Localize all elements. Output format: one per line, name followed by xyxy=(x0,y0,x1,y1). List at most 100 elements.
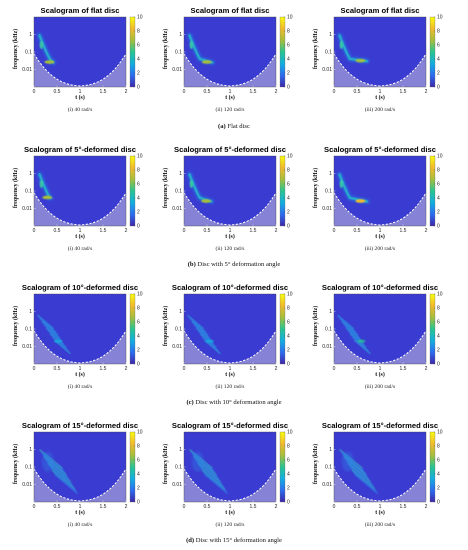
cone-of-influence xyxy=(334,192,426,226)
x-tick-label: 1 xyxy=(79,366,82,372)
x-tick-label: 2 xyxy=(425,89,428,95)
colorbar-tick-label: 8 xyxy=(437,306,440,312)
energy-streak xyxy=(341,321,359,336)
energy-streak xyxy=(345,327,363,342)
scalogram-panel: Scalogram of 5°-deformed disc 0 0.5 1 1.5 2 t … xyxy=(12,145,143,252)
energy-peak xyxy=(355,58,366,63)
y-tick-label: 1 xyxy=(29,171,32,177)
plot-area xyxy=(34,432,126,502)
colorbar-tick-label: 4 xyxy=(287,196,290,202)
y-tick-label: 1 xyxy=(29,447,32,453)
y-axis-label: frequency (kHz) xyxy=(12,168,19,208)
colorbar xyxy=(129,431,136,503)
x-tick-label: 2 xyxy=(125,228,128,234)
panel-title: Scalogram of 15°-deformed disc xyxy=(22,421,138,430)
x-tick-label: 2 xyxy=(125,366,128,372)
x-tick-label: 0.5 xyxy=(354,504,361,510)
colorbar-tick-label: 2 xyxy=(137,348,140,354)
panel-sublabel: (ii) 120 rad/s xyxy=(216,106,245,113)
panel-sublabel: (ii) 120 rad/s xyxy=(216,245,245,252)
colorbar-tick-label: 8 xyxy=(437,168,440,174)
colorbar-tick-label: 10 xyxy=(437,154,443,160)
x-axis-label: t (s) xyxy=(225,371,235,378)
x-tick-label: 1 xyxy=(79,504,82,510)
x-tick-label: 1 xyxy=(79,89,82,95)
colorbar-tick-label: 6 xyxy=(287,182,290,188)
colorbar-tick-label: 8 xyxy=(137,306,140,312)
row-caption-text: Flat disc xyxy=(226,123,250,130)
x-tick-label: 1.5 xyxy=(400,504,407,510)
scalogram-panel: Scalogram of 5°-deformed disc 0 0.5 1 1.5 2 t … xyxy=(162,145,293,252)
panel-title: Scalogram of 10°-deformed disc xyxy=(322,283,438,292)
scalogram-panel: Scalogram of 15°-deformed disc 0 0.5 1 1.5 2 t… xyxy=(312,421,443,528)
panel-sublabel: (i) 40 rad/s xyxy=(68,383,93,390)
energy-onset xyxy=(189,180,194,189)
colorbar-tick-label: 10 xyxy=(137,292,143,298)
x-tick-label: 1.5 xyxy=(250,89,257,95)
y-tick-label: 1 xyxy=(329,32,332,38)
colorbar-tick-label: 2 xyxy=(287,71,290,77)
panel-title: Scalogram of 10°-deformed disc xyxy=(172,283,288,292)
energy-ridge xyxy=(38,34,55,64)
x-axis-label: t (s) xyxy=(75,509,85,516)
energy-ridge xyxy=(188,173,213,203)
energy-streak xyxy=(350,467,374,488)
y-tick-label: 0.1 xyxy=(325,465,332,471)
x-tick-label: 1 xyxy=(229,504,232,510)
colorbar-tick-label: 10 xyxy=(137,430,143,436)
x-tick-label: 0.5 xyxy=(54,228,61,234)
colorbar-tick-label: 10 xyxy=(137,154,143,160)
x-tick-label: 0.5 xyxy=(204,504,211,510)
colorbar-tick-label: 4 xyxy=(137,472,140,478)
colorbar-tick-label: 4 xyxy=(287,57,290,63)
energy-peak xyxy=(205,339,214,343)
colorbar-tick-label: 10 xyxy=(437,430,443,436)
y-axis-label: frequency (kHz) xyxy=(162,444,169,484)
x-tick-label: 1.5 xyxy=(400,366,407,372)
x-tick-label: 0 xyxy=(183,366,186,372)
x-tick-label: 1.5 xyxy=(250,228,257,234)
panel-title: Scalogram of 10°-deformed disc xyxy=(22,283,138,292)
x-tick-label: 2 xyxy=(275,366,278,372)
energy-streak xyxy=(187,314,205,330)
energy-streak xyxy=(43,324,61,339)
y-tick-label: 0.1 xyxy=(325,50,332,56)
y-tick-label: 0.01 xyxy=(322,344,332,350)
y-tick-label: 0.01 xyxy=(172,482,182,488)
energy-onset xyxy=(339,41,344,50)
y-tick-label: 0.01 xyxy=(22,344,32,350)
row-caption-text: Disc with 15° deformation angle xyxy=(194,537,282,544)
x-tick-label: 0.5 xyxy=(54,366,61,372)
cone-of-influence xyxy=(184,53,276,87)
x-tick-label: 2 xyxy=(125,504,128,510)
energy-streak xyxy=(201,336,219,352)
row-caption-text: Disc with 5° deformation angle xyxy=(196,261,281,268)
x-axis-label: t (s) xyxy=(375,371,385,378)
row-caption-label: (a) xyxy=(218,123,226,130)
colorbar-tick-label: 8 xyxy=(137,168,140,174)
colorbar-tick-label: 0 xyxy=(137,500,140,506)
colorbar-tick-label: 0 xyxy=(437,224,440,230)
energy-fan xyxy=(341,451,354,472)
scalogram-panel: Scalogram of 10°-deformed disc 0 0.5 1 1.5 2 t… xyxy=(12,283,143,390)
y-tick-label: 0.1 xyxy=(25,465,32,471)
plot-area xyxy=(184,432,276,502)
plot-area xyxy=(184,156,276,226)
panel-sublabel: (ii) 120 rad/s xyxy=(216,521,245,528)
colorbar xyxy=(279,293,286,365)
x-tick-label: 0.5 xyxy=(354,366,361,372)
y-tick-label: 1 xyxy=(179,171,182,177)
energy-ridge xyxy=(188,34,214,64)
y-axis-label: frequency (kHz) xyxy=(162,29,169,69)
colorbar-tick-label: 0 xyxy=(437,500,440,506)
y-tick-label: 1 xyxy=(29,32,32,38)
energy-onset xyxy=(39,180,44,189)
colorbar-tick-label: 6 xyxy=(437,43,440,49)
colorbar-tick-label: 8 xyxy=(137,444,140,450)
colorbar xyxy=(129,155,136,227)
y-tick-label: 1 xyxy=(329,171,332,177)
energy-streak xyxy=(52,471,77,492)
y-tick-label: 0.1 xyxy=(25,50,32,56)
colorbar xyxy=(429,293,436,365)
